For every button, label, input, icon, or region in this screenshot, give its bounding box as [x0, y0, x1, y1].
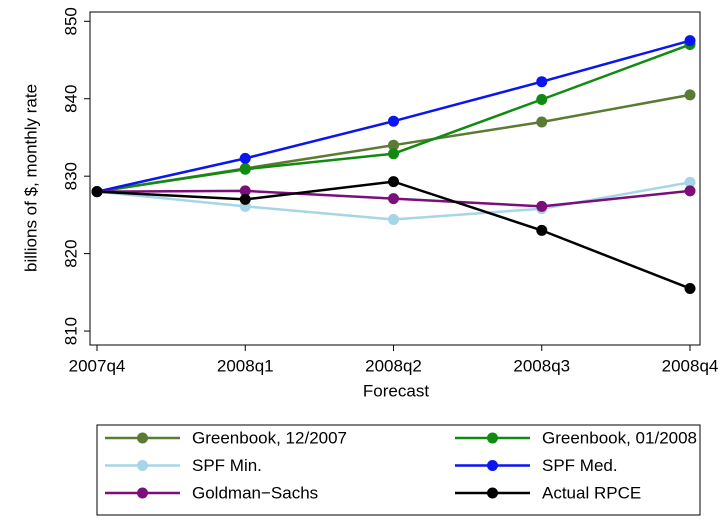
legend-marker — [487, 487, 498, 499]
data-point — [239, 193, 251, 205]
x-axis-label: Forecast — [363, 381, 429, 400]
x-tick-label: 2008q2 — [365, 356, 422, 375]
legend-marker — [487, 432, 498, 444]
data-point — [239, 152, 251, 164]
legend-label: Greenbook, 12/2007 — [192, 428, 347, 447]
y-tick-label: 820 — [61, 239, 80, 267]
x-tick-label: 2007q4 — [69, 356, 126, 375]
data-point — [388, 148, 399, 160]
data-point — [239, 163, 251, 175]
data-point — [536, 200, 548, 212]
legend-label: Actual RPCE — [542, 483, 641, 502]
legend-marker — [137, 432, 148, 444]
legend-marker — [487, 460, 498, 471]
data-point — [684, 282, 696, 294]
x-tick-label: 2008q4 — [662, 356, 719, 375]
legend-marker — [137, 460, 148, 471]
data-point — [388, 176, 399, 188]
legend-marker — [137, 487, 148, 499]
plot-frame — [89, 11, 701, 346]
data-point — [91, 186, 103, 198]
data-point — [536, 94, 548, 106]
data-point — [684, 185, 696, 197]
data-point — [239, 185, 251, 197]
data-point — [388, 193, 399, 205]
x-tick-label: 2008q1 — [217, 356, 274, 375]
legend-label: SPF Min. — [192, 456, 262, 475]
data-point — [388, 214, 399, 226]
data-point — [684, 89, 696, 101]
data-point — [536, 76, 548, 88]
y-axis-label: billions of $, monthly rate — [21, 84, 40, 272]
data-point — [684, 176, 696, 188]
y-tick-label: 810 — [61, 317, 80, 345]
y-tick-label: 830 — [61, 162, 80, 190]
y-tick-label: 850 — [61, 7, 80, 35]
data-point — [536, 224, 548, 236]
data-point — [684, 35, 696, 47]
y-tick-label: 840 — [61, 85, 80, 113]
data-point — [388, 115, 399, 127]
legend-label: Greenbook, 01/2008 — [542, 428, 697, 447]
legend-label: Goldman−Sachs — [192, 483, 318, 502]
data-point — [536, 116, 548, 128]
legend-label: SPF Med. — [542, 456, 618, 475]
legend-box — [96, 424, 701, 516]
x-tick-label: 2008q3 — [513, 356, 570, 375]
data-point — [388, 139, 399, 151]
